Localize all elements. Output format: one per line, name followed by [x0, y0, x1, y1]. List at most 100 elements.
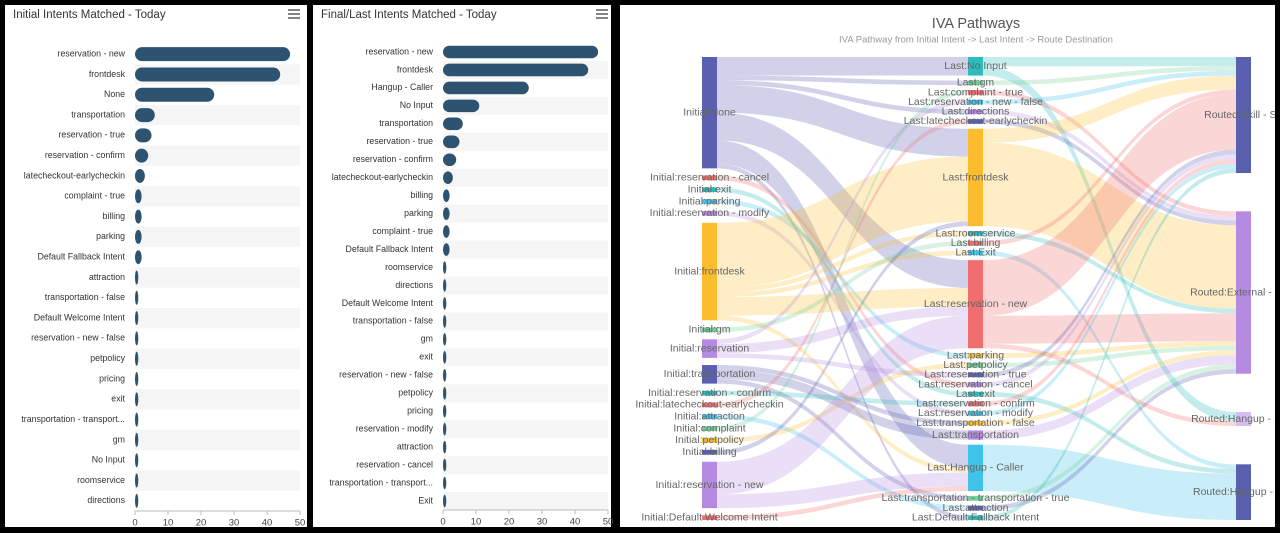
- node: [702, 438, 717, 443]
- node: [702, 390, 717, 396]
- link: [983, 341, 1236, 358]
- bar: [443, 494, 447, 508]
- node-label: Routed:External - Hote: [1190, 286, 1280, 298]
- y-tick-label: No Input: [400, 100, 434, 110]
- bar: [135, 372, 139, 387]
- y-tick-label: complaint - true: [372, 226, 433, 236]
- link: [717, 353, 968, 378]
- row-band: [443, 96, 608, 115]
- y-tick-label: transportation: [71, 109, 125, 119]
- row-band: [135, 307, 300, 329]
- link: [983, 343, 1236, 426]
- node-label: Initial:exit: [688, 183, 732, 195]
- node-label: Last:roomservice: [936, 227, 1016, 239]
- link: [717, 112, 968, 288]
- link: [717, 140, 968, 468]
- node: [702, 187, 717, 193]
- node: [702, 222, 717, 321]
- link: [717, 414, 968, 511]
- link: [983, 444, 1236, 520]
- row-band: [135, 104, 300, 126]
- node: [702, 339, 717, 358]
- node-label: Last:transportation: [932, 429, 1019, 441]
- row-band: [135, 226, 300, 248]
- node: [1236, 412, 1251, 426]
- bar: [443, 315, 447, 328]
- bar: [135, 412, 139, 427]
- link: [983, 142, 1236, 309]
- link: [717, 250, 968, 298]
- y-tick-label: Default Fallback Intent: [37, 252, 125, 262]
- node: [968, 372, 983, 378]
- bar: [135, 392, 139, 407]
- node: [1236, 57, 1251, 173]
- node: [968, 515, 983, 520]
- node-label: Last:directions: [942, 106, 1010, 118]
- node-label: Initial:complaint: [673, 422, 745, 434]
- menu-button[interactable]: [288, 9, 300, 19]
- node: [968, 128, 983, 227]
- node: [968, 80, 983, 86]
- node: [968, 420, 983, 426]
- row-band: [135, 389, 300, 410]
- bar: [135, 493, 139, 508]
- bar: [135, 108, 155, 123]
- link: [983, 250, 1236, 469]
- row-band: [135, 186, 300, 207]
- y-tick-label: Hangup - Caller: [371, 82, 433, 92]
- x-tick-label: 40: [262, 518, 273, 529]
- link: [983, 75, 1236, 143]
- y-tick-label: transportation - transport...: [329, 477, 433, 487]
- row-band: [443, 240, 608, 259]
- link: [983, 154, 1236, 387]
- node-label: Last:petpolicy: [943, 359, 1008, 371]
- y-tick-label: complaint - true: [64, 191, 125, 201]
- node: [968, 444, 983, 492]
- x-tick-label: 30: [537, 517, 548, 528]
- link: [983, 163, 1236, 416]
- node: [968, 119, 983, 124]
- y-tick-label: parking: [96, 231, 125, 241]
- node: [968, 362, 983, 368]
- node: [702, 461, 717, 509]
- link: [983, 109, 1236, 221]
- link: [717, 187, 968, 397]
- bar: [443, 117, 463, 131]
- node-label: Initial:attraction: [674, 411, 745, 423]
- y-tick-label: reservation - modify: [356, 424, 434, 434]
- y-tick-label: frontdesk: [397, 64, 434, 74]
- node-label: Last:transportation - false: [916, 417, 1035, 429]
- link: [983, 159, 1236, 407]
- link: [717, 472, 968, 509]
- y-tick-label: transportation - false: [45, 292, 125, 302]
- node-label: Initial:Default Welcome Intent: [641, 511, 777, 523]
- y-tick-label: directions: [87, 495, 125, 505]
- menu-button[interactable]: [596, 9, 608, 19]
- link: [717, 315, 968, 473]
- y-tick-label: exit: [419, 352, 433, 362]
- node-label: Initial:None: [683, 106, 736, 118]
- link: [983, 369, 1236, 511]
- bar: [443, 279, 447, 292]
- bar: [135, 432, 139, 447]
- node-label: Last:Default Fallback Intent: [912, 511, 1039, 523]
- bar: [443, 243, 450, 256]
- node-label: Initial:billing: [682, 446, 736, 458]
- y-tick-label: exit: [111, 394, 125, 404]
- node-label: Initial:reservation - cancel: [650, 172, 769, 184]
- row-band: [443, 456, 608, 475]
- link: [717, 175, 968, 387]
- node-label: Initial:reservation: [670, 342, 750, 354]
- node: [968, 391, 983, 397]
- link: [983, 355, 1236, 440]
- link: [983, 66, 1236, 422]
- node-label: Routed:Skill - SF: [1204, 109, 1280, 121]
- link: [717, 362, 968, 443]
- x-tick-label: 30: [229, 518, 240, 529]
- y-tick-label: Default Welcome Intent: [34, 312, 126, 322]
- node: [968, 401, 983, 407]
- bar: [135, 331, 139, 346]
- node-label: Routed:Hangup - IVA -: [1191, 413, 1280, 425]
- node-label: Initial:gm: [688, 324, 730, 336]
- y-tick-label: gm: [421, 334, 433, 344]
